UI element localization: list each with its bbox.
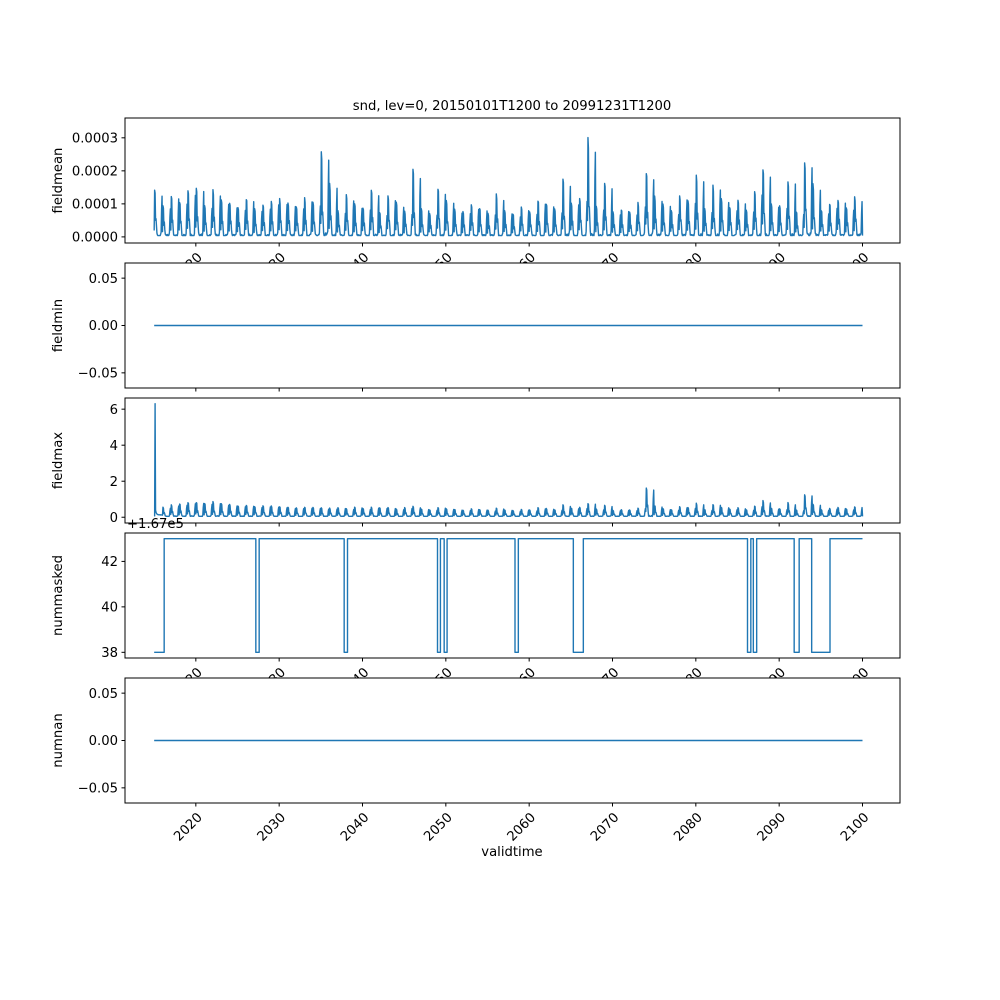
y-tick-label-numnan: −0.05 [78, 781, 118, 796]
y-tick-label-fieldmin: 0.00 [89, 319, 118, 334]
data-line-fieldmax [153, 403, 864, 518]
panels-group: 0.00000.00010.00020.00032020203020402050… [51, 117, 901, 845]
data-line-fieldmean [153, 136, 864, 237]
y-axis-label-fieldmin: fieldmin [51, 299, 66, 352]
y-tick-label-fieldmean: 0.0000 [72, 230, 118, 245]
y-axis-label-fieldmean: fieldmean [51, 148, 66, 214]
y-axis-label-numnan: numnan [51, 713, 66, 767]
figure-title: snd, lev=0, 20150101T1200 to 20991231T12… [353, 99, 672, 114]
y-tick-label-nummasked: 40 [101, 600, 118, 615]
y-tick-label-fieldmax: 6 [110, 403, 118, 418]
panel-fieldmean: 0.00000.00010.00020.00032020203020402050… [51, 117, 901, 285]
y-tick-label-nummasked: 38 [101, 646, 118, 661]
y-axis-label-nummasked: nummasked [51, 555, 66, 636]
axes-spine-fieldmin [124, 262, 901, 389]
y-axis-label-fieldmax: fieldmax [51, 432, 66, 489]
y-tick-label-fieldmax: 4 [110, 439, 118, 454]
y-tick-label-fieldmean: 0.0002 [72, 164, 118, 179]
data-line-nummasked [154, 537, 863, 654]
y-tick-label-numnan: 0.05 [89, 687, 118, 702]
x-axis-label: validtime [481, 845, 542, 860]
axes-spine-fieldmean [124, 117, 901, 244]
y-tick-label-fieldmin: −0.05 [78, 366, 118, 381]
axes-spine-numnan [124, 677, 901, 804]
y-tick-label-fieldmax: 0 [110, 511, 118, 526]
y-axis-offset-nummasked: +1.67e5 [127, 517, 184, 532]
y-tick-label-numnan: 0.00 [89, 734, 118, 749]
y-tick-label-fieldmean: 0.0003 [72, 131, 118, 146]
y-tick-label-fieldmax: 2 [110, 475, 118, 490]
y-tick-label-fieldmin: 0.05 [89, 272, 118, 287]
axes-spine-fieldmax [124, 397, 901, 524]
y-tick-label-fieldmean: 0.0001 [72, 197, 118, 212]
y-tick-label-nummasked: 42 [101, 555, 118, 570]
axes-spine-nummasked [124, 532, 901, 659]
